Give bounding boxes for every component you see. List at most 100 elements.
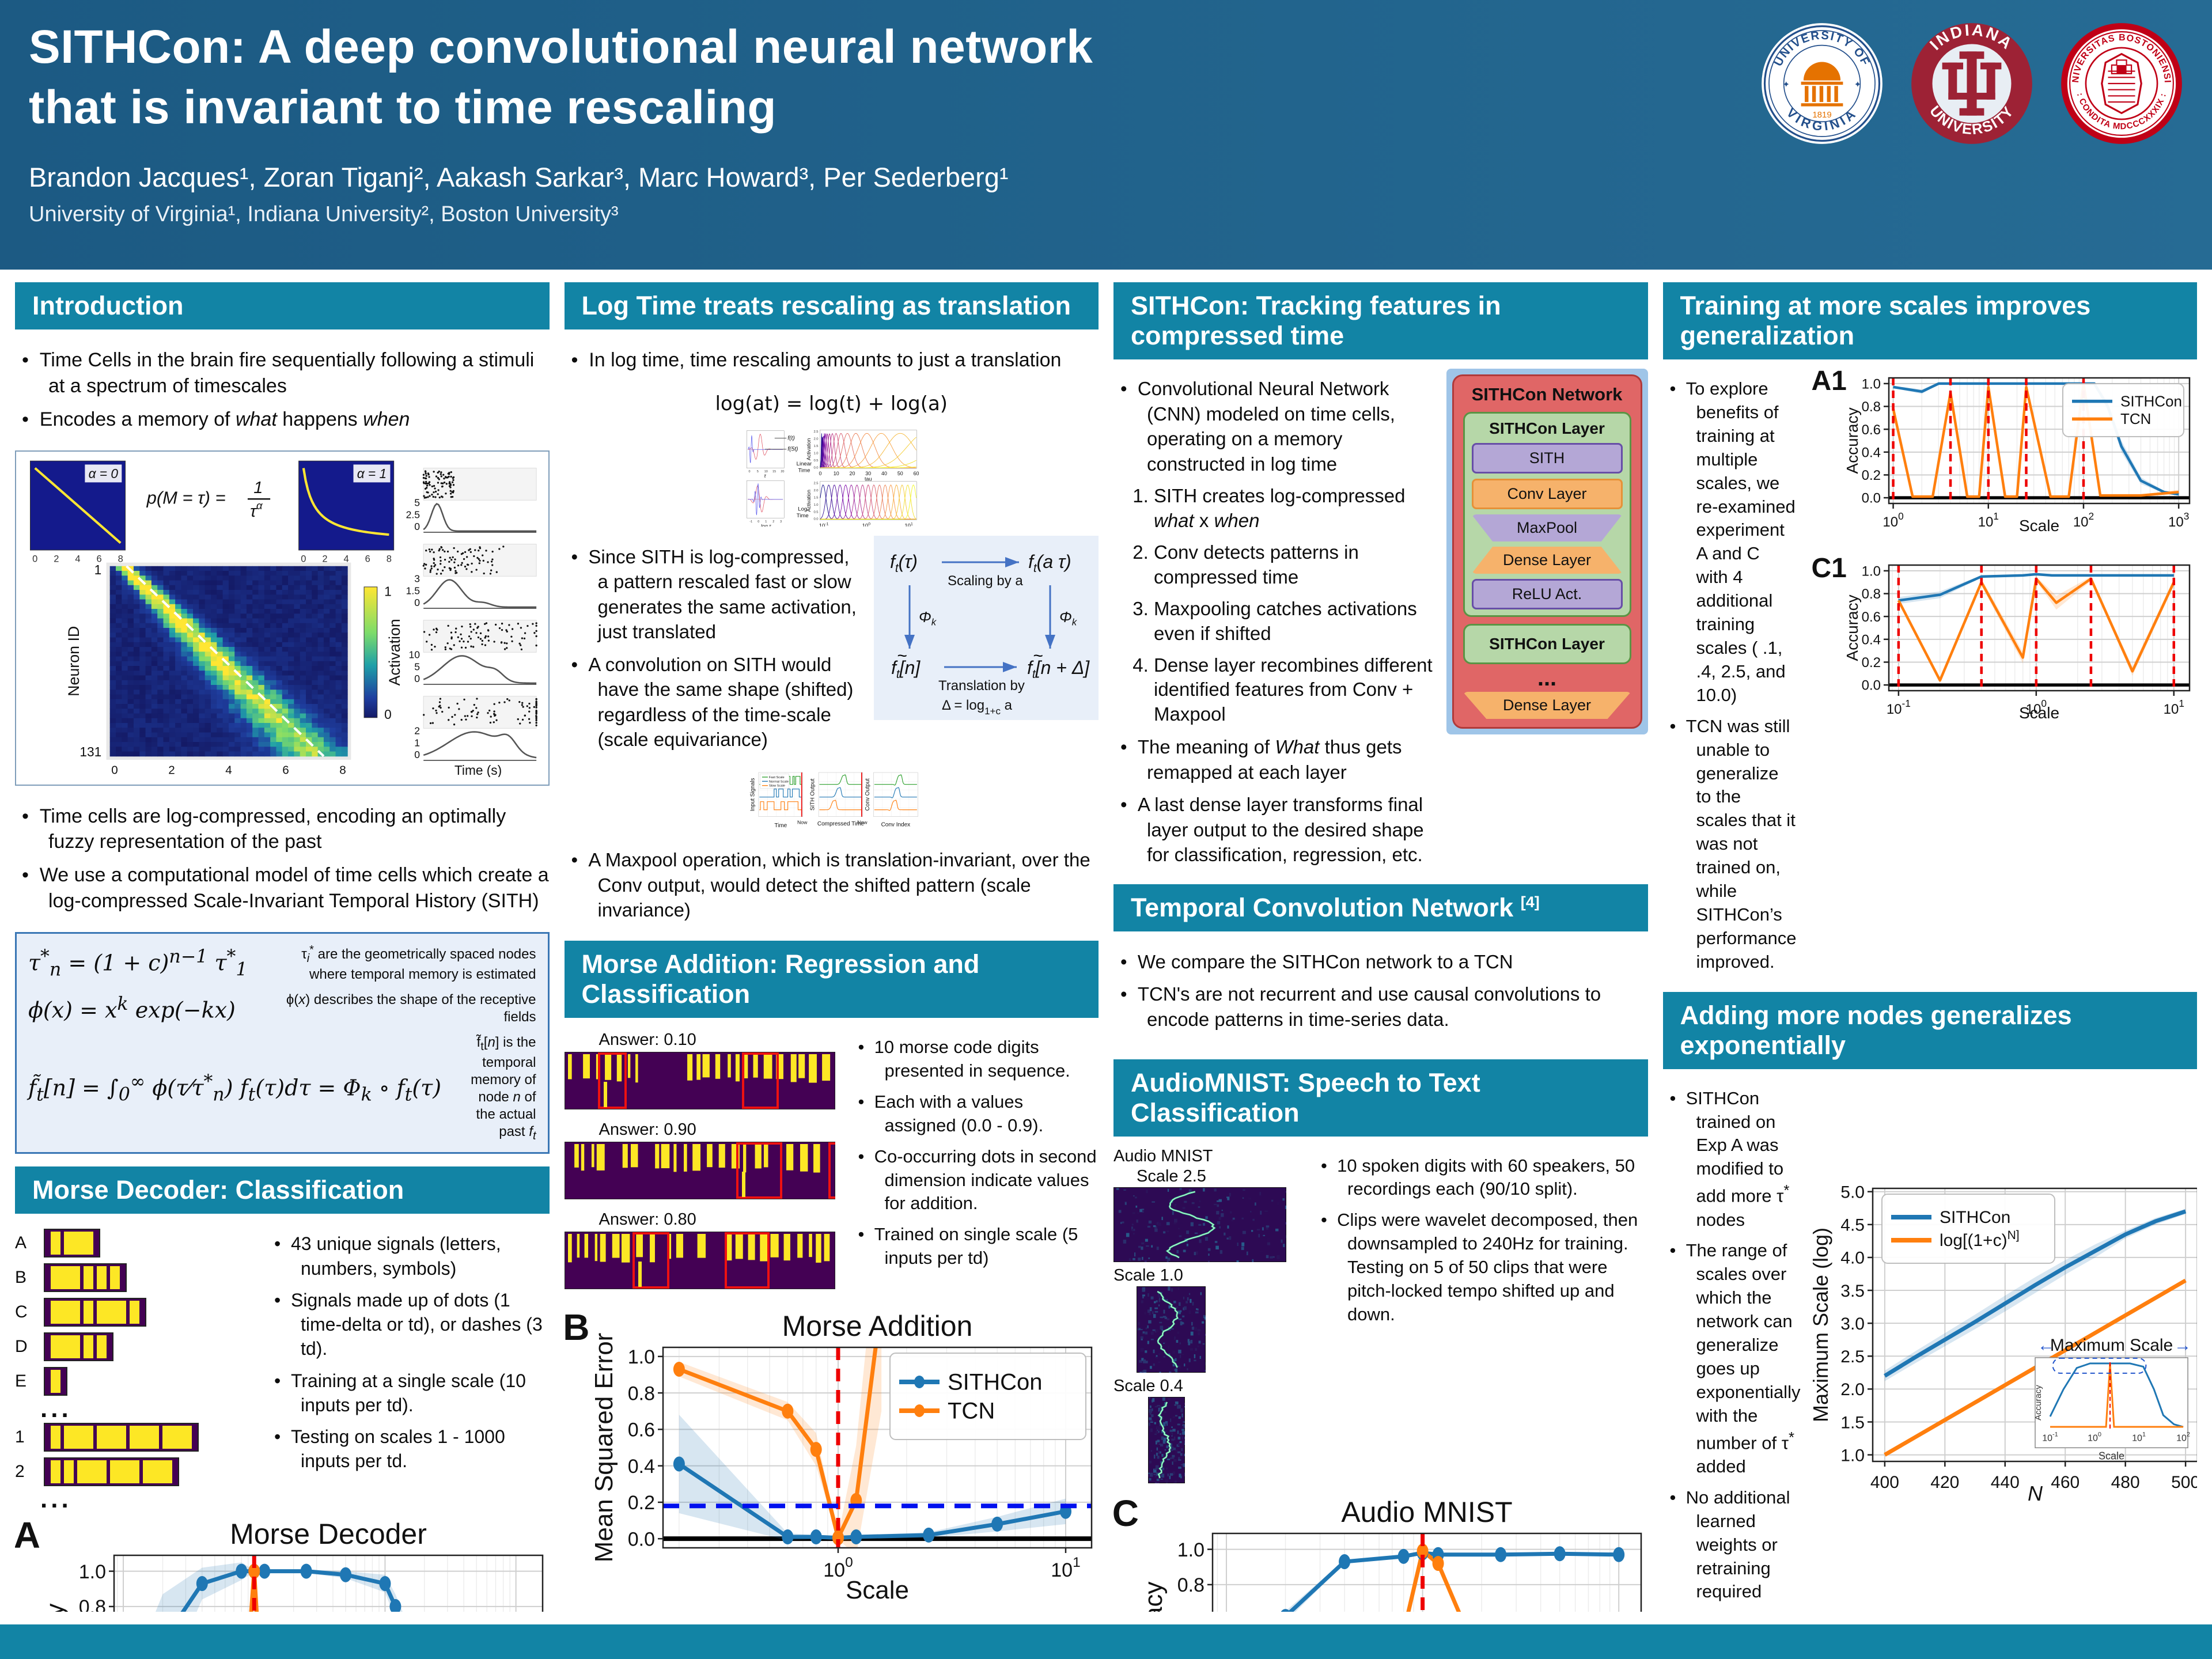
morse-signal-examples: A B C D E... 1 2...: [15, 1223, 257, 1512]
svg-text:1.5: 1.5: [406, 585, 420, 596]
svg-text:4.5: 4.5: [1841, 1216, 1865, 1235]
svg-text:100: 100: [2025, 698, 2046, 717]
svg-text:5.0: 5.0: [1841, 1183, 1865, 1202]
svg-text:tau: tau: [865, 476, 872, 482]
svg-text:Accuracy: Accuracy: [2033, 1385, 2043, 1421]
svg-text:ft(τ): ft(τ): [890, 551, 918, 575]
svg-text:0: 0: [111, 763, 118, 777]
exp-a1-chart-panel: A1 100 101 102 103 0.0 0.2 0.4 0.6 0.8 1.0 Scale Ac…: [1812, 366, 2197, 544]
svg-text:2.0: 2.0: [813, 437, 818, 441]
svg-text:~: ~: [897, 646, 907, 665]
svg-text:Fast Scale: Fast Scale: [768, 776, 784, 779]
svg-text:0: 0: [384, 706, 392, 721]
intro-bullet: Encodes a memory of what happens when: [22, 407, 550, 433]
sithcon-step: SITH creates log-compressed what x when: [1154, 484, 1436, 533]
intro-bullet: We use a computational model of time cel…: [22, 862, 550, 914]
svg-text:1819: 1819: [1812, 110, 1831, 120]
svg-text:Activation: Activation: [805, 438, 811, 460]
section-morse-decoder: Morse Decoder: Classification: [15, 1166, 550, 1214]
svg-text:50: 50: [897, 471, 903, 476]
sithcon-numbered-list: SITH creates log-compressed what x when C…: [1113, 484, 1436, 727]
svg-text:1.0: 1.0: [813, 503, 818, 507]
svg-text:Conv Output: Conv Output: [865, 778, 871, 810]
svg-text:0.8: 0.8: [628, 1382, 655, 1404]
svg-text:8: 8: [339, 763, 346, 777]
spectrogram-scale-1-0: [1136, 1285, 1208, 1375]
svg-text:Accuracy: Accuracy: [1843, 407, 1861, 474]
svg-text:1.5: 1.5: [1841, 1413, 1865, 1432]
column-2: Log Time treats rescaling as translation…: [564, 282, 1099, 1612]
svg-text:101: 101: [904, 522, 913, 526]
intro-bullet: Time Cells in the brain fire sequentiall…: [22, 347, 550, 399]
svg-text:0.6: 0.6: [1861, 422, 1880, 438]
maxpool-bullet: A Maxpool operation, which is translatio…: [571, 847, 1099, 923]
panel-letter-a: A: [15, 1514, 40, 1556]
svg-text:1: 1: [94, 562, 102, 577]
svg-text:f(t): f(t): [787, 435, 794, 441]
svg-text:6: 6: [282, 763, 289, 777]
svg-text:103: 103: [2168, 510, 2189, 530]
svg-text:→: →: [2175, 1336, 2192, 1355]
svg-text:8: 8: [118, 554, 123, 564]
footer-bar: [0, 1624, 2212, 1659]
svg-text:Input Signals: Input Signals: [749, 778, 756, 811]
svg-text:0: 0: [748, 470, 750, 474]
svg-text:0.0: 0.0: [1861, 491, 1880, 506]
svg-text:10: 10: [409, 649, 421, 660]
column-1: Introduction Time Cells in the brain fir…: [15, 282, 550, 1612]
intro-bullets: Time Cells in the brain fire sequentiall…: [15, 340, 550, 440]
svg-text:Φk: Φk: [919, 608, 937, 628]
svg-text:0: 0: [414, 521, 420, 532]
svg-text:101: 101: [1051, 1555, 1081, 1581]
logtime-bullet: In log time, time rescaling amounts to j…: [571, 347, 1099, 373]
svg-text:15: 15: [772, 470, 776, 474]
svg-text:N: N: [2028, 1482, 2043, 1505]
svg-text:TCN: TCN: [948, 1399, 995, 1424]
panel-letter-b: B: [564, 1306, 590, 1348]
panel-letter-c: C: [1113, 1492, 1139, 1534]
tcn-citation-sup: [4]: [1520, 893, 1540, 911]
svg-text:6: 6: [97, 554, 102, 564]
svg-text:ft[n]: ft[n]: [891, 657, 921, 681]
svg-text:40: 40: [881, 471, 887, 476]
net-sith-block: SITH: [1471, 443, 1623, 474]
sithcon-bullet: Convolutional Neural Network (CNN) model…: [1120, 376, 1436, 476]
morse-bullet: Training at a single scale (10 inputs pe…: [274, 1369, 550, 1417]
svg-text:0: 0: [414, 749, 420, 760]
poster-header: SITHCon: A deep convolutional neural net…: [0, 0, 2212, 270]
svg-text:0.2: 0.2: [1861, 655, 1880, 671]
svg-text:Audio MNIST: Audio MNIST: [1341, 1496, 1512, 1528]
svg-text:100: 100: [862, 522, 870, 526]
svg-text:1.0: 1.0: [628, 1346, 655, 1368]
morse-addition-examples: Answer: 0.10 Answer: 0.90 Answer: 0.80: [564, 1027, 882, 1300]
svg-text:100: 100: [1883, 510, 1903, 530]
svg-text:Scale: Scale: [2018, 517, 2059, 535]
net-conv-block: Conv Layer: [1471, 479, 1623, 509]
svg-text:0.4: 0.4: [628, 1456, 655, 1478]
svg-text:4.0: 4.0: [1841, 1249, 1865, 1268]
svg-text:Accuracy: Accuracy: [1145, 1581, 1168, 1612]
sith-equations-box: τ*n = (1 + c)n−1 τ*1 τi* are the geometri…: [15, 932, 550, 1154]
svg-text:10: 10: [833, 471, 839, 476]
svg-text:Conv Index: Conv Index: [881, 821, 910, 828]
equation-row: τ*n = (1 + c)n−1 τ*1 τi* are the geometri…: [28, 944, 536, 982]
svg-text:101: 101: [2163, 698, 2184, 717]
svg-text:2.5: 2.5: [1841, 1347, 1865, 1366]
svg-text:1.5: 1.5: [813, 496, 818, 499]
morse-addition-mse-chart: 100 101 0.0 0.2 0.4 0.6 0.8 1.0 Morse Addition Sc…: [590, 1310, 1093, 1604]
svg-text:log[(1+c)N]: log[(1+c)N]: [1940, 1229, 2020, 1250]
svg-text:Time (s): Time (s): [454, 762, 502, 777]
svg-text:0.5: 0.5: [813, 459, 818, 463]
svg-text:Maximum Scale: Maximum Scale: [2050, 1336, 2173, 1355]
svg-text:500: 500: [2172, 1473, 2197, 1492]
svg-text:0.8: 0.8: [1861, 399, 1880, 415]
svg-text:400: 400: [1870, 1473, 1899, 1492]
svg-text:Maximum Scale (log): Maximum Scale (log): [1810, 1228, 1832, 1422]
audiomnist-spectrograms: Audio MNIST Scale 2.5 Scale 1.0 Scale 0.…: [1113, 1146, 1304, 1486]
svg-text:100: 100: [824, 1555, 853, 1581]
poster-affiliations: University of Virginia¹, Indiana Univers…: [29, 202, 619, 226]
net-relu-block: ReLU Act.: [1471, 579, 1623, 609]
svg-text:log τ: log τ: [760, 523, 771, 526]
